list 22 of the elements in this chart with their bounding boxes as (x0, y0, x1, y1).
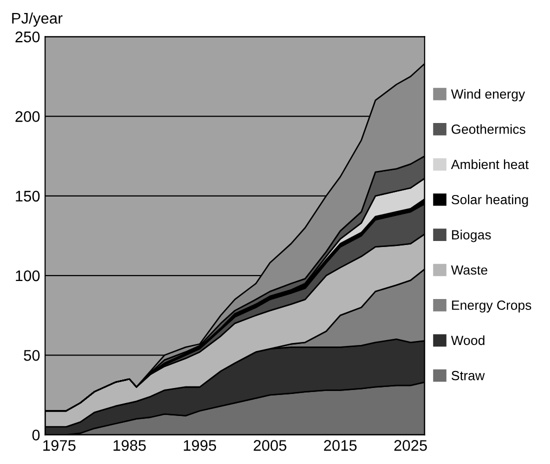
x-tick-label: 2005 (254, 440, 286, 451)
legend-label: Geothermics (452, 124, 526, 134)
y-tick-label: 0 (32, 430, 40, 440)
y-tick-label: 50 (24, 350, 40, 361)
legend-label: Waste (451, 265, 488, 275)
y-tick-label: 150 (16, 190, 40, 202)
legend-label: Energy Crops (452, 300, 532, 312)
y-tick-label: 200 (16, 111, 40, 122)
legend-label: Solar heating (452, 194, 528, 207)
y-tick-label: 100 (16, 270, 40, 282)
x-tick-label: 2015 (324, 440, 357, 451)
y-axis-title: PJ/year (12, 12, 62, 27)
x-tick-label: 2025 (394, 440, 427, 451)
legend-label: Ambient heat (451, 159, 529, 170)
x-tick-label: 1975 (43, 440, 76, 451)
y-tick-label: 250 (16, 32, 40, 42)
legend-label: Wood (451, 335, 484, 346)
legend-label: Biogas (452, 230, 491, 242)
x-tick-label: 1985 (114, 440, 146, 451)
legend-label: Straw (452, 370, 485, 380)
legend-label: Wind energy (451, 89, 526, 102)
x-tick-label: 1995 (184, 440, 216, 451)
